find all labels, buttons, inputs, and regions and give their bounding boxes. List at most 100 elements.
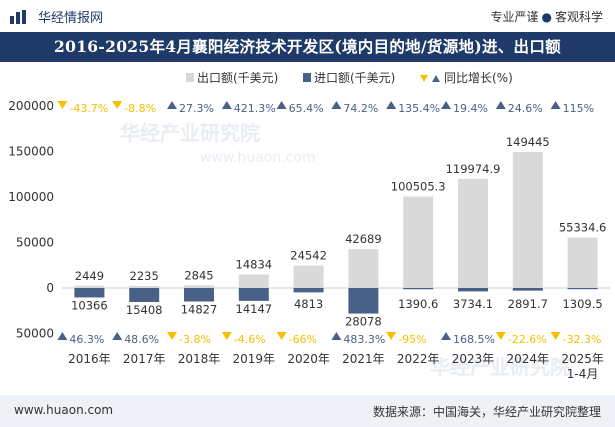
brand-name: 华经情报网 bbox=[38, 11, 104, 26]
import-value-label: 4813 bbox=[294, 297, 323, 311]
export-value-label: 100505.3 bbox=[391, 180, 446, 194]
bullet-icon: ● bbox=[541, 10, 552, 24]
y-tick-label: 50000 bbox=[16, 327, 54, 341]
x-tick-label: 2021年 bbox=[342, 352, 385, 366]
import-bar bbox=[458, 288, 488, 292]
y-tick-label: 150000 bbox=[8, 145, 54, 159]
watermark-url: www.huaon.com bbox=[200, 150, 316, 166]
export-bar bbox=[567, 237, 598, 288]
watermark-text: 华经产业研究院 bbox=[120, 121, 260, 145]
export-growth-up-triangle-icon bbox=[276, 101, 287, 109]
export-growth-down-triangle-icon bbox=[112, 101, 123, 109]
export-growth-label: 421.3% bbox=[234, 102, 276, 115]
import-growth-label: 46.3% bbox=[69, 333, 104, 346]
legend-swatch-export bbox=[186, 73, 194, 82]
import-growth-label: -95% bbox=[398, 333, 426, 346]
x-tick-label: 1-4月 bbox=[567, 367, 599, 381]
export-bar bbox=[293, 265, 324, 288]
footer: www.huaon.com 数据来源：中国海关，华经产业研究院整理 bbox=[0, 395, 615, 427]
export-bar bbox=[348, 249, 379, 288]
import-growth-label: 168.5% bbox=[453, 333, 495, 346]
export-bar bbox=[238, 274, 269, 288]
tagline: 专业严谨 ● 客观科学 bbox=[490, 8, 603, 25]
export-growth-up-triangle-icon bbox=[386, 101, 397, 109]
y-tick-label: 200000 bbox=[8, 99, 54, 113]
brand: 华经情报网 bbox=[10, 7, 103, 26]
import-growth-label: -4.6% bbox=[234, 333, 266, 346]
x-tick-label: 2022年 bbox=[397, 352, 440, 366]
import-bar bbox=[74, 288, 105, 298]
import-growth-down-triangle-icon bbox=[550, 332, 561, 340]
import-value-label: 14827 bbox=[181, 302, 218, 316]
bar-logo-icon bbox=[10, 9, 32, 24]
footer-url: www.huaon.com bbox=[14, 403, 114, 417]
export-growth-label: 115% bbox=[563, 102, 594, 115]
top-bar: 华经情报网 专业严谨 ● 客观科学 bbox=[0, 0, 615, 32]
legend-label-import: 进口额(千美元) bbox=[314, 71, 395, 85]
legend-label-growth: 同比增长(%) bbox=[444, 71, 513, 85]
import-bar bbox=[348, 288, 379, 314]
import-growth-down-triangle-icon bbox=[386, 332, 397, 340]
import-growth-up-triangle-icon bbox=[57, 332, 68, 340]
import-growth-label: 48.6% bbox=[124, 333, 159, 346]
import-growth-down-triangle-icon bbox=[495, 332, 506, 340]
export-growth-down-triangle-icon bbox=[57, 101, 68, 109]
export-growth-label: 27.3% bbox=[179, 102, 214, 115]
import-value-label: 1390.6 bbox=[398, 297, 438, 311]
chart-area: 华经产业研究院 www.huaon.com 华经产业研究院 出口额(千美元) 进口额(千… bbox=[8, 71, 610, 381]
import-growth-up-triangle-icon bbox=[112, 332, 123, 340]
export-growth-label: 19.4% bbox=[453, 102, 488, 115]
export-growth-up-triangle-icon bbox=[550, 101, 561, 109]
import-value-label: 10366 bbox=[71, 298, 108, 312]
x-tick-label: 2024年 bbox=[507, 352, 550, 366]
export-growth-label: 65.4% bbox=[289, 102, 324, 115]
export-value-label: 2235 bbox=[130, 269, 159, 283]
import-bar bbox=[129, 288, 160, 303]
export-growth-up-triangle-icon bbox=[495, 101, 506, 109]
x-tick-label: 2017年 bbox=[123, 352, 166, 366]
export-value-label: 24542 bbox=[290, 249, 327, 263]
tagline-left: 专业严谨 bbox=[490, 10, 539, 24]
import-growth-label: -32.3% bbox=[563, 333, 602, 346]
y-tick-label: 0 bbox=[46, 281, 54, 295]
chart-title: 2016-2025年4月襄阳经济技术开发区(境内目的地/货源地)进、出口额 bbox=[0, 32, 615, 62]
export-value-label: 149445 bbox=[506, 135, 550, 149]
import-growth-up-triangle-icon bbox=[331, 332, 342, 340]
x-tick-label: 2016年 bbox=[68, 352, 111, 366]
footer-source: 数据来源：中国海关，华经产业研究院整理 bbox=[372, 405, 601, 419]
export-growth-label: -43.7% bbox=[69, 102, 108, 115]
import-bar bbox=[512, 288, 543, 291]
import-value-label: 14147 bbox=[236, 302, 273, 316]
import-value-label: 2891.7 bbox=[508, 297, 548, 311]
export-bar bbox=[458, 178, 488, 288]
x-tick-label: 2025年 bbox=[561, 352, 604, 366]
import-bar bbox=[184, 288, 214, 302]
import-growth-label: -66% bbox=[289, 333, 317, 346]
export-value-label: 55334.6 bbox=[559, 221, 607, 235]
legend-up-triangle-icon bbox=[432, 75, 440, 82]
export-value-label: 2449 bbox=[75, 269, 104, 283]
import-value-label: 1309.5 bbox=[562, 297, 602, 311]
x-tick-label: 2019年 bbox=[233, 352, 276, 366]
export-value-label: 14834 bbox=[236, 258, 273, 272]
import-growth-label: -3.8% bbox=[179, 333, 211, 346]
import-value-label: 15408 bbox=[126, 303, 163, 317]
watermark-text: 华经产业研究院 bbox=[430, 355, 570, 379]
import-growth-down-triangle-icon bbox=[276, 332, 287, 340]
x-tick-label: 2020年 bbox=[287, 352, 330, 366]
export-bar bbox=[129, 285, 160, 288]
export-growth-label: 135.4% bbox=[398, 102, 440, 115]
import-bar bbox=[238, 288, 269, 301]
import-bar bbox=[403, 288, 434, 290]
import-value-label: 3734.1 bbox=[453, 297, 493, 311]
export-growth-label: 24.6% bbox=[508, 102, 543, 115]
y-tick-label: 100000 bbox=[8, 190, 54, 204]
import-growth-label: 483.3% bbox=[343, 333, 385, 346]
export-growth-label: 74.2% bbox=[343, 102, 378, 115]
import-growth-down-triangle-icon bbox=[221, 332, 232, 340]
export-value-label: 2845 bbox=[184, 268, 213, 282]
export-growth-up-triangle-icon bbox=[441, 101, 451, 109]
x-tick-label: 2023年 bbox=[452, 352, 495, 366]
y-tick-label: 50000 bbox=[16, 236, 54, 250]
export-growth-up-triangle-icon bbox=[331, 101, 342, 109]
